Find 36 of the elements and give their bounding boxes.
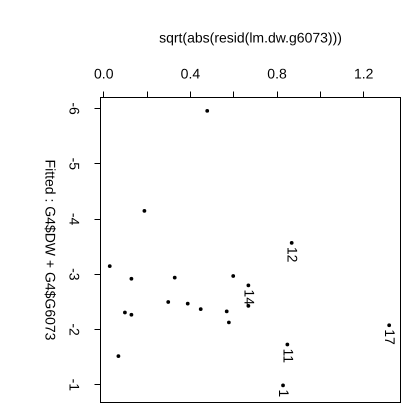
annotation: 11 xyxy=(280,348,296,364)
annotation: 17 xyxy=(382,329,398,345)
point xyxy=(123,310,127,314)
point xyxy=(224,310,229,314)
point xyxy=(142,208,146,213)
point xyxy=(130,276,134,281)
point xyxy=(108,264,112,268)
x-axis-title: sqrt(abs(resid(lm.dw.g6073))) xyxy=(159,30,342,46)
annotation: 14 xyxy=(241,289,258,306)
point xyxy=(290,241,294,245)
x-tick-label: 0.8 xyxy=(267,66,287,82)
point xyxy=(198,307,203,312)
point xyxy=(186,302,190,306)
point xyxy=(205,108,210,113)
point xyxy=(246,284,250,288)
y-tick-label: -1 xyxy=(66,378,82,392)
y-tick-label: -6 xyxy=(66,102,82,115)
y-tick-label: -4 xyxy=(66,212,82,226)
annotation: 1 xyxy=(276,389,292,398)
y-tick-label: -3 xyxy=(66,268,82,281)
point xyxy=(130,312,134,317)
point xyxy=(285,342,290,346)
point xyxy=(227,320,231,324)
x-tick-label: 0.4 xyxy=(180,66,200,82)
point xyxy=(231,274,236,278)
y-tick-label: -2 xyxy=(66,323,82,336)
point xyxy=(281,384,285,388)
annotation: 12 xyxy=(284,246,301,263)
y-tick-label: -5 xyxy=(66,158,82,170)
point xyxy=(116,354,120,358)
point xyxy=(387,323,392,328)
y-axis-title: Fitted : G4$DW + G4$G6073 xyxy=(42,160,58,341)
x-tick-label: 0.0 xyxy=(94,66,114,82)
x-tick-label: 1.2 xyxy=(354,66,374,82)
point xyxy=(166,300,170,304)
point xyxy=(172,276,177,280)
